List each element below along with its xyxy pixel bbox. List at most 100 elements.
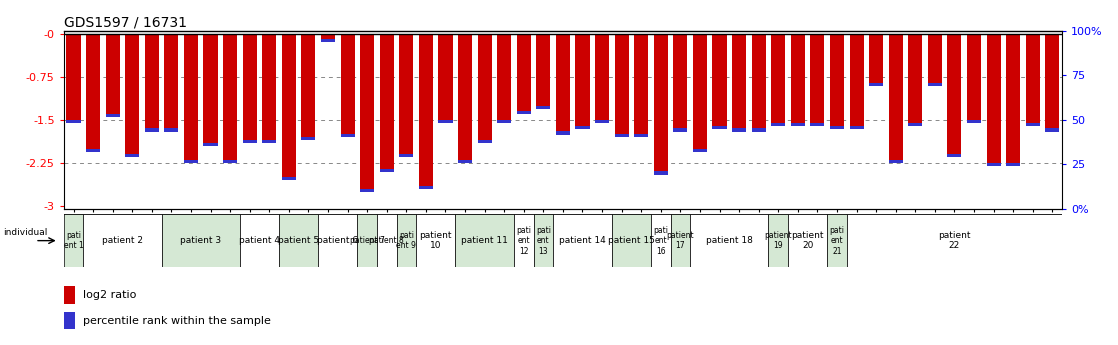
Bar	[321, 39, 335, 42]
FancyBboxPatch shape	[514, 214, 533, 267]
Bar	[380, 169, 394, 172]
Bar	[595, 120, 609, 123]
Bar	[830, 34, 844, 126]
Bar	[889, 34, 902, 160]
FancyBboxPatch shape	[397, 214, 416, 267]
Bar	[673, 34, 688, 128]
Bar	[790, 34, 805, 123]
Bar	[751, 128, 766, 132]
Bar	[164, 128, 179, 132]
Bar	[712, 34, 727, 126]
Bar	[576, 126, 589, 129]
Bar	[889, 160, 902, 163]
Bar	[498, 34, 511, 120]
Bar	[947, 34, 961, 154]
Text: pati
ent
21: pati ent 21	[830, 226, 844, 256]
Bar	[732, 128, 746, 132]
Bar	[986, 34, 1001, 163]
Text: pati
ent
13: pati ent 13	[536, 226, 551, 256]
Bar	[86, 34, 101, 149]
Bar	[184, 160, 198, 163]
Bar	[1025, 123, 1040, 126]
FancyBboxPatch shape	[280, 214, 319, 267]
Text: patient 14: patient 14	[559, 236, 606, 245]
FancyBboxPatch shape	[671, 214, 690, 267]
Bar	[125, 154, 140, 157]
FancyBboxPatch shape	[768, 214, 788, 267]
Bar	[928, 34, 941, 83]
Bar	[615, 134, 628, 137]
Bar	[341, 34, 354, 134]
Bar	[947, 154, 961, 157]
Bar	[595, 34, 609, 120]
Bar	[693, 149, 707, 152]
Bar	[537, 34, 550, 106]
Text: patient 4: patient 4	[239, 236, 280, 245]
Bar	[908, 123, 922, 126]
Bar	[850, 126, 863, 129]
Bar	[458, 34, 472, 160]
Bar	[771, 123, 785, 126]
Bar	[634, 134, 648, 137]
FancyBboxPatch shape	[455, 214, 514, 267]
Text: pati
ent
12: pati ent 12	[517, 226, 531, 256]
Bar	[144, 34, 159, 128]
Bar	[282, 34, 296, 177]
Text: patient 3: patient 3	[180, 236, 221, 245]
Text: patient 2: patient 2	[102, 236, 143, 245]
FancyBboxPatch shape	[377, 214, 397, 267]
FancyBboxPatch shape	[788, 214, 827, 267]
Bar	[498, 120, 511, 123]
Bar	[1045, 34, 1060, 128]
Text: pati
ent 9: pati ent 9	[397, 231, 416, 250]
Bar	[125, 34, 140, 154]
Text: patient 15: patient 15	[608, 236, 655, 245]
Bar	[380, 34, 394, 169]
Bar	[360, 34, 375, 189]
Text: individual: individual	[3, 228, 48, 237]
Bar	[419, 186, 433, 189]
FancyBboxPatch shape	[240, 214, 280, 267]
Bar	[1045, 128, 1060, 132]
Bar	[751, 34, 766, 128]
Text: percentile rank within the sample: percentile rank within the sample	[83, 316, 271, 325]
Bar	[203, 34, 218, 143]
Text: GDS1597 / 16731: GDS1597 / 16731	[64, 16, 187, 30]
Bar	[477, 34, 492, 140]
Bar	[869, 34, 883, 83]
Bar	[967, 120, 982, 123]
Bar	[928, 83, 941, 86]
Text: pati
ent 1: pati ent 1	[64, 231, 84, 250]
FancyBboxPatch shape	[358, 214, 377, 267]
Bar	[537, 106, 550, 109]
Bar	[86, 149, 101, 152]
Bar	[399, 34, 414, 154]
Bar	[693, 34, 707, 149]
Bar	[634, 34, 648, 134]
Bar	[419, 34, 433, 186]
Bar	[243, 34, 257, 140]
FancyBboxPatch shape	[846, 214, 1062, 267]
Text: patient
20: patient 20	[792, 231, 824, 250]
Text: log2 ratio: log2 ratio	[83, 290, 136, 300]
Bar	[556, 131, 570, 135]
Bar	[321, 34, 335, 39]
Bar	[576, 34, 589, 126]
Bar	[360, 189, 375, 192]
Bar	[105, 34, 120, 114]
Text: patient
17: patient 17	[666, 231, 694, 250]
FancyBboxPatch shape	[416, 214, 455, 267]
Text: patient 5: patient 5	[278, 236, 320, 245]
FancyBboxPatch shape	[533, 214, 553, 267]
Text: patient 8: patient 8	[369, 236, 404, 245]
Text: pati
ent
16: pati ent 16	[653, 226, 669, 256]
Bar	[302, 137, 315, 140]
Bar	[615, 34, 628, 134]
Bar	[673, 128, 688, 132]
Bar	[967, 34, 982, 120]
Bar	[184, 34, 198, 160]
Bar	[144, 128, 159, 132]
Bar	[1006, 163, 1021, 166]
FancyBboxPatch shape	[651, 214, 671, 267]
Bar	[224, 160, 237, 163]
